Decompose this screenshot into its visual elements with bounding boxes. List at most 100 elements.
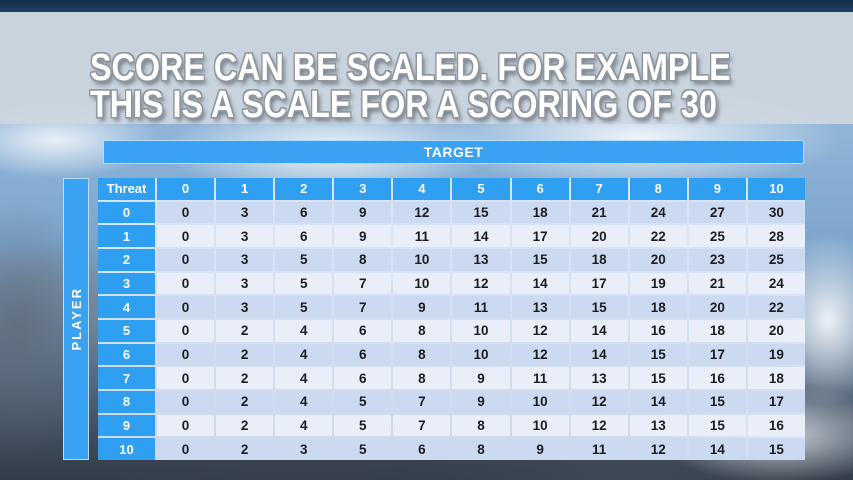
score-cell: 15 [629, 343, 687, 366]
score-cell: 3 [216, 272, 274, 295]
score-cell: 15 [688, 390, 746, 413]
player-label: PLAYER [68, 287, 84, 351]
score-cell: 25 [747, 248, 805, 271]
player-header-bar: PLAYER [63, 178, 89, 460]
score-cell: 15 [452, 201, 510, 224]
score-cell: 2 [216, 390, 274, 413]
score-cell: 17 [747, 390, 805, 413]
score-cell: 12 [570, 390, 628, 413]
score-cell: 0 [157, 201, 215, 224]
score-cell: 6 [275, 201, 333, 224]
score-cell: 10 [393, 248, 451, 271]
score-cell: 14 [629, 390, 687, 413]
target-header-bar: TARGET [103, 140, 804, 164]
score-cell: 5 [275, 272, 333, 295]
score-cell: 7 [393, 390, 451, 413]
column-header-2: 2 [275, 178, 333, 200]
slide-title-line2: THIS IS A SCALE FOR A SCORING OF 30 [90, 84, 717, 126]
score-cell: 0 [157, 367, 215, 389]
row-header-6: 6 [98, 343, 155, 366]
score-cell: 3 [216, 225, 274, 247]
score-cell: 8 [334, 248, 392, 271]
score-cell: 5 [275, 248, 333, 271]
column-header-3: 3 [334, 178, 392, 200]
score-cell: 21 [570, 201, 628, 224]
score-cell: 13 [629, 414, 687, 437]
score-cell: 15 [511, 248, 569, 271]
column-header-4: 4 [393, 178, 451, 200]
score-cell: 30 [747, 201, 805, 224]
target-label: TARGET [423, 144, 484, 160]
score-cell: 15 [570, 296, 628, 318]
score-cell: 21 [688, 272, 746, 295]
score-cell: 0 [157, 343, 215, 366]
score-cell: 12 [452, 272, 510, 295]
score-cell: 24 [629, 201, 687, 224]
score-cell: 0 [157, 296, 215, 318]
score-cell: 12 [629, 438, 687, 460]
score-cell: 4 [275, 319, 333, 342]
score-cell: 19 [629, 272, 687, 295]
score-cell: 7 [334, 272, 392, 295]
score-cell: 15 [747, 438, 805, 460]
column-header-0: 0 [157, 178, 215, 200]
score-cell: 0 [157, 225, 215, 247]
score-cell: 22 [747, 296, 805, 318]
score-cell: 8 [452, 414, 510, 437]
column-header-10: 10 [747, 178, 805, 200]
score-cell: 9 [511, 438, 569, 460]
column-header-1: 1 [216, 178, 274, 200]
score-cell: 11 [393, 225, 451, 247]
score-cell: 7 [393, 414, 451, 437]
score-cell: 0 [157, 414, 215, 437]
score-cell: 6 [334, 319, 392, 342]
score-cell: 22 [629, 225, 687, 247]
score-cell: 18 [688, 319, 746, 342]
score-cell: 5 [334, 414, 392, 437]
score-cell: 6 [393, 438, 451, 460]
score-cell: 5 [334, 390, 392, 413]
column-header-7: 7 [570, 178, 628, 200]
score-cell: 8 [393, 343, 451, 366]
score-cell: 14 [511, 272, 569, 295]
score-cell: 20 [570, 225, 628, 247]
score-cell: 4 [275, 343, 333, 366]
score-cell: 6 [334, 343, 392, 366]
row-header-1: 1 [98, 225, 155, 247]
score-cell: 18 [747, 367, 805, 389]
row-header-7: 7 [98, 367, 155, 389]
score-cell: 0 [157, 319, 215, 342]
score-cell: 17 [570, 272, 628, 295]
row-header-8: 8 [98, 390, 155, 413]
score-cell: 3 [216, 248, 274, 271]
score-cell: 9 [452, 390, 510, 413]
score-cell: 23 [688, 248, 746, 271]
score-cell: 15 [629, 367, 687, 389]
row-header-9: 9 [98, 414, 155, 437]
score-cell: 3 [275, 438, 333, 460]
score-cell: 28 [747, 225, 805, 247]
score-cell: 16 [747, 414, 805, 437]
score-cell: 4 [275, 414, 333, 437]
score-cell: 16 [629, 319, 687, 342]
score-cell: 11 [511, 367, 569, 389]
score-cell: 19 [747, 343, 805, 366]
column-header-5: 5 [452, 178, 510, 200]
score-cell: 8 [452, 438, 510, 460]
row-header-3: 3 [98, 272, 155, 295]
score-cell: 9 [334, 225, 392, 247]
score-cell: 12 [393, 201, 451, 224]
column-header-8: 8 [629, 178, 687, 200]
score-cell: 10 [452, 319, 510, 342]
score-cell: 5 [275, 296, 333, 318]
score-cell: 13 [570, 367, 628, 389]
score-cell: 11 [570, 438, 628, 460]
score-cell: 17 [688, 343, 746, 366]
score-cell: 6 [275, 225, 333, 247]
row-header-5: 5 [98, 319, 155, 342]
score-cell: 2 [216, 343, 274, 366]
score-cell: 9 [452, 367, 510, 389]
score-cell: 14 [570, 319, 628, 342]
title-band: SCORE CAN BE SCALED. FOR EXAMPLE THIS IS… [0, 12, 853, 124]
